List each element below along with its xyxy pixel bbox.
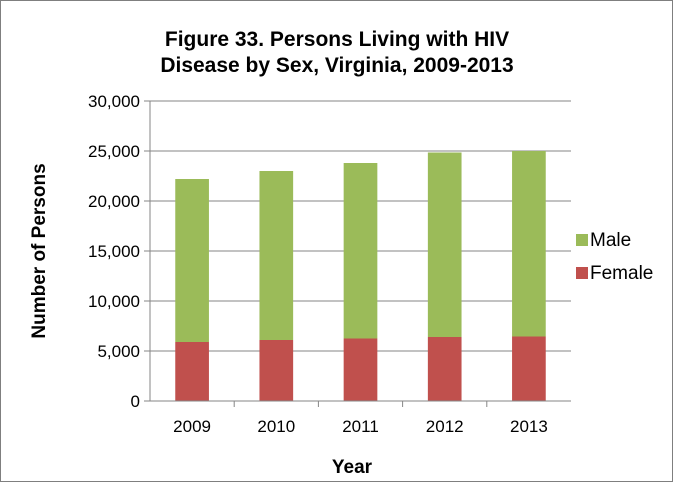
legend-label-male: Male: [590, 230, 631, 251]
legend-swatch-female: [576, 267, 588, 279]
bar-male-2012: [427, 152, 462, 337]
axes: [144, 100, 571, 407]
legend-swatch-male: [576, 234, 588, 246]
y-tick-label: 0: [131, 392, 140, 411]
y-tick-label: 25,000: [88, 142, 140, 161]
bar-male-2009: [175, 179, 209, 342]
legend-label-female: Female: [590, 263, 653, 284]
tick-labels: 0 5,000 10,000 15,000 20,000 25,000 30,000 2009…: [88, 92, 548, 436]
bar-male-2010: [259, 171, 294, 340]
x-tick-label: 2013: [510, 417, 548, 436]
x-tick-label: 2009: [173, 417, 211, 436]
bar-female-2012: [427, 337, 462, 401]
y-tick-label: 30,000: [88, 92, 140, 111]
y-axis-title: Number of Persons: [29, 163, 50, 338]
chart-title-line-2: Disease by Sex, Virginia, 2009-2013: [160, 54, 513, 77]
bar-male-2011: [343, 163, 378, 339]
bar-female-2009: [175, 342, 209, 401]
y-tick-label: 15,000: [88, 242, 140, 261]
bar-male-2013: [512, 151, 546, 337]
x-tick-label: 2012: [426, 417, 464, 436]
x-axis-title: Year: [332, 457, 373, 478]
y-tick-label: 20,000: [88, 192, 140, 211]
bars: [175, 151, 546, 401]
y-tick-label: 10,000: [88, 292, 140, 311]
y-tick-label: 5,000: [97, 342, 140, 361]
x-tick-label: 2010: [257, 417, 295, 436]
bar-female-2011: [343, 338, 378, 401]
x-tick-label: 2011: [342, 417, 379, 436]
bar-female-2013: [512, 336, 546, 401]
legend: Male Female: [576, 230, 653, 284]
chart-title-line-1: Figure 33. Persons Living with HIV: [165, 28, 509, 51]
bar-female-2010: [259, 340, 294, 401]
